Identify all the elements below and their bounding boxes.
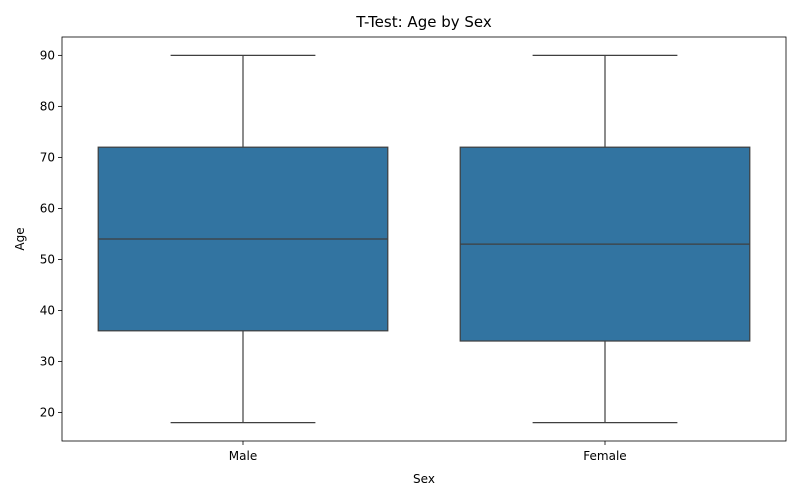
y-tick-label: 70 xyxy=(40,150,55,164)
box-female xyxy=(459,54,751,424)
x-axis-label: Sex xyxy=(413,472,435,486)
y-tick-label: 30 xyxy=(40,354,55,368)
chart-title: T-Test: Age by Sex xyxy=(355,13,492,31)
x-tick-label: Female xyxy=(583,449,626,463)
plot-area xyxy=(97,54,751,424)
y-tick-label: 60 xyxy=(40,201,55,215)
x-tick-label: Male xyxy=(229,449,257,463)
y-tick-label: 90 xyxy=(40,48,55,62)
y-axis-label: Age xyxy=(13,227,27,250)
y-tick-label: 20 xyxy=(40,405,55,419)
y-tick-label: 50 xyxy=(40,252,55,266)
box-male xyxy=(97,54,389,424)
plot-frame xyxy=(61,36,787,442)
y-tick-label: 40 xyxy=(40,303,55,317)
y-tick-label: 80 xyxy=(40,99,55,113)
